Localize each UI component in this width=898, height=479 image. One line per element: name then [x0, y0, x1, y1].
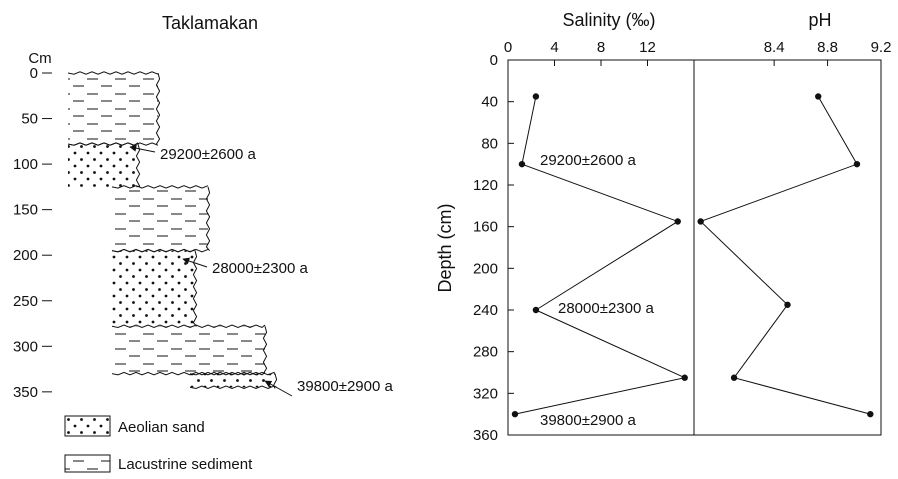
- layer-right-edge: [205, 186, 211, 251]
- layer-top-edge: [189, 371, 276, 376]
- salinity-point: [511, 410, 519, 418]
- ph-tick-label: 8.4: [764, 39, 785, 56]
- depth-tick-label: 280: [473, 344, 498, 361]
- lacustrine-layer: [112, 186, 208, 251]
- ph-point: [853, 160, 861, 168]
- ph-tick-label: 9.2: [871, 39, 892, 56]
- ph-tick-label: 8.8: [817, 39, 838, 56]
- depth-tick-label: 0: [490, 52, 498, 69]
- ph-line: [699, 96, 871, 415]
- age-label: 28000±2300 a: [212, 260, 308, 277]
- salinity-point: [532, 93, 540, 100]
- layer-right-edge: [262, 326, 268, 374]
- aeolian-sand-layer: [68, 144, 138, 187]
- legend-item-aeolian: Aeolian sand: [64, 415, 205, 437]
- lacustrine-layer: [68, 73, 158, 145]
- salinity-tick-label: 4: [550, 39, 558, 56]
- salinity-x-axis: 0 4 8 12: [504, 39, 656, 66]
- legend-label-aeolian: Aeolian sand: [118, 419, 205, 436]
- column-tick-label: 0: [30, 65, 38, 82]
- column-title: Taklamakan: [162, 13, 258, 33]
- depth-tick-label: 200: [473, 260, 498, 277]
- salinity-point: [532, 306, 540, 314]
- layer-top-edge: [111, 248, 196, 253]
- salinity-point: [681, 374, 688, 381]
- layer-top-edge: [111, 324, 266, 329]
- column-tick-label: 300: [13, 338, 38, 355]
- layer-right-edge: [135, 143, 141, 188]
- age-arrow: [264, 380, 293, 397]
- salinity-age-label: 29200±2600 a: [540, 152, 636, 169]
- ph-title: pH: [808, 10, 831, 30]
- column-tick-label: 50: [21, 111, 38, 128]
- column-y-axis: 0 50 100 150 200 250 300 350: [13, 65, 52, 401]
- age-label: 39800±2900 a: [297, 378, 393, 395]
- legend-item-lacustrine: Lacustrine sediment: [64, 454, 253, 473]
- column-ages: 29200±2600 a 28000±2300 a 39800±2900 a: [129, 144, 393, 397]
- ph-point: [815, 93, 822, 100]
- lacustrine-swatch: [64, 454, 111, 473]
- legend: Aeolian sand Lacustrine sediment: [64, 415, 253, 473]
- column-y-unit: Cm: [28, 50, 51, 67]
- depth-axis-title: Depth (cm): [435, 203, 455, 292]
- column-tick-label: 150: [13, 202, 38, 219]
- salinity-title: Salinity (‰): [562, 10, 655, 30]
- ph-x-axis: 8.4 8.8 9.2: [764, 39, 892, 66]
- salinity-tick-label: 12: [639, 39, 656, 56]
- depth-tick-label: 40: [481, 94, 498, 111]
- age-label: 29200±2600 a: [160, 146, 256, 163]
- salinity-age-label: 28000±2300 a: [558, 300, 654, 317]
- salinity-series: [511, 93, 688, 418]
- depth-tick-label: 120: [473, 177, 498, 194]
- depth-tick-label: 160: [473, 219, 498, 236]
- ph-point: [784, 301, 791, 308]
- depth-tick-label: 80: [481, 135, 498, 152]
- ph-series: [697, 93, 874, 418]
- depth-tick-label: 240: [473, 302, 498, 319]
- lacustrine-layer: [112, 326, 265, 374]
- profile-panel: Salinity (‰) pH Depth (cm) 0408012016020…: [435, 10, 891, 444]
- column-tick-label: 350: [13, 384, 38, 401]
- layer-top-edge: [67, 142, 139, 146]
- age-arrow: [129, 144, 156, 153]
- depth-axis: 0 40 80 120 160 200 240 280 320 360: [473, 52, 514, 444]
- depth-tick-label: 360: [473, 427, 498, 444]
- layer-bottom-edge: [189, 385, 276, 390]
- legend-label-lacustrine: Lacustrine sediment: [118, 456, 253, 473]
- salinity-tick-label: 8: [597, 39, 605, 56]
- column-tick-label: 200: [13, 247, 38, 264]
- salinity-tick-label: 0: [504, 39, 512, 56]
- column-tick-label: 250: [13, 293, 38, 310]
- age-arrow: [182, 257, 208, 268]
- layer-right-edge: [155, 72, 161, 145]
- strat-column-panel: Taklamakan Cm 0 50 100 150 200 250 300 350 2920…: [13, 13, 394, 473]
- ph-point: [730, 374, 738, 381]
- salinity-age-label: 39800±2900 a: [540, 412, 636, 429]
- aeolian-sand-layer: [190, 373, 275, 388]
- column-tick-label: 100: [13, 156, 38, 173]
- salinity-point: [674, 218, 681, 225]
- layer-right-edge: [192, 250, 198, 327]
- ph-point: [697, 218, 704, 225]
- salinity-line: [514, 96, 687, 415]
- aeolian-swatch: [64, 415, 111, 437]
- salinity-age-labels: 29200±2600 a 28000±2300 a 39800±2900 a: [540, 152, 654, 429]
- layer-top-edge: [111, 185, 209, 189]
- aeolian-sand-layer: [112, 250, 195, 327]
- salinity-point: [518, 160, 526, 168]
- column-layers: [67, 71, 278, 390]
- depth-tick-label: 320: [473, 385, 498, 402]
- layer-top-edge: [67, 71, 159, 75]
- ph-point: [867, 410, 874, 418]
